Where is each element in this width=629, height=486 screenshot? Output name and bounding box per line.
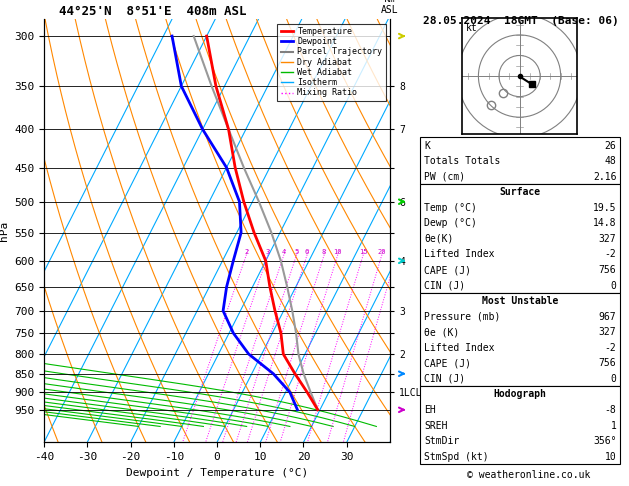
Text: Mixing Ratio (g/kg): Mixing Ratio (g/kg)	[431, 180, 440, 282]
Text: km
ASL: km ASL	[381, 0, 399, 15]
Text: 48: 48	[604, 156, 616, 166]
Text: 756: 756	[599, 265, 616, 275]
Text: 44°25'N  8°51'E  408m ASL: 44°25'N 8°51'E 408m ASL	[44, 5, 247, 18]
Text: StmDir: StmDir	[424, 436, 459, 446]
Text: 20: 20	[377, 249, 386, 255]
Text: 14.8: 14.8	[593, 218, 616, 228]
Text: CIN (J): CIN (J)	[424, 280, 465, 291]
Text: 0: 0	[611, 280, 616, 291]
Text: 26: 26	[604, 140, 616, 151]
Text: CAPE (J): CAPE (J)	[424, 358, 471, 368]
Text: 2.16: 2.16	[593, 172, 616, 182]
Text: 756: 756	[599, 358, 616, 368]
Text: 10: 10	[604, 451, 616, 462]
Text: Lifted Index: Lifted Index	[424, 249, 494, 260]
Text: Hodograph: Hodograph	[494, 389, 547, 399]
Text: -2: -2	[604, 343, 616, 353]
Text: Most Unstable: Most Unstable	[482, 296, 559, 306]
Text: 15: 15	[359, 249, 367, 255]
Text: SREH: SREH	[424, 420, 447, 431]
Text: Totals Totals: Totals Totals	[424, 156, 500, 166]
Text: 2: 2	[244, 249, 248, 255]
Text: Lifted Index: Lifted Index	[424, 343, 494, 353]
Text: 0: 0	[611, 374, 616, 384]
Text: 6: 6	[305, 249, 309, 255]
Text: CAPE (J): CAPE (J)	[424, 265, 471, 275]
Text: Dewp (°C): Dewp (°C)	[424, 218, 477, 228]
Text: StmSpd (kt): StmSpd (kt)	[424, 451, 489, 462]
Text: 8: 8	[322, 249, 326, 255]
Text: θe(K): θe(K)	[424, 234, 454, 244]
Y-axis label: hPa: hPa	[0, 221, 9, 241]
Text: 19.5: 19.5	[593, 203, 616, 213]
Text: 28.05.2024  18GMT  (Base: 06): 28.05.2024 18GMT (Base: 06)	[423, 16, 618, 26]
Text: © weatheronline.co.uk: © weatheronline.co.uk	[467, 470, 590, 480]
Text: 356°: 356°	[593, 436, 616, 446]
Legend: Temperature, Dewpoint, Parcel Trajectory, Dry Adiabat, Wet Adiabat, Isotherm, Mi: Temperature, Dewpoint, Parcel Trajectory…	[277, 24, 386, 101]
Text: Pressure (mb): Pressure (mb)	[424, 312, 500, 322]
Text: 327: 327	[599, 327, 616, 337]
Text: -8: -8	[604, 405, 616, 415]
Text: 4: 4	[282, 249, 286, 255]
X-axis label: Dewpoint / Temperature (°C): Dewpoint / Temperature (°C)	[126, 468, 308, 478]
Text: 1: 1	[611, 420, 616, 431]
Text: K: K	[424, 140, 430, 151]
Text: EH: EH	[424, 405, 436, 415]
Text: -2: -2	[604, 249, 616, 260]
Text: CIN (J): CIN (J)	[424, 374, 465, 384]
Text: kt: kt	[465, 23, 477, 33]
Text: Surface: Surface	[499, 187, 541, 197]
Text: 3: 3	[265, 249, 270, 255]
Text: 10: 10	[333, 249, 342, 255]
Text: PW (cm): PW (cm)	[424, 172, 465, 182]
Text: 5: 5	[294, 249, 299, 255]
Text: 967: 967	[599, 312, 616, 322]
Text: 327: 327	[599, 234, 616, 244]
Text: θe (K): θe (K)	[424, 327, 459, 337]
Text: Temp (°C): Temp (°C)	[424, 203, 477, 213]
